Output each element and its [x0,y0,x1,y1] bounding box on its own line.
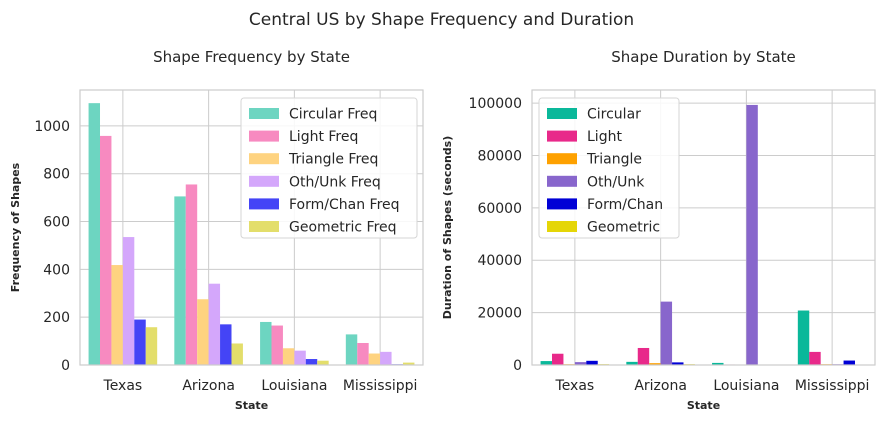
panel-1-bar-mississippi-2 [368,353,381,365]
panel-1-ytick-label: 0 [61,358,70,374]
panel-2-bar-texas-1 [552,353,564,365]
panel-2-bar-arizona-0 [626,361,638,365]
panel-2-legend-swatch [547,153,577,165]
panel-1-ytick-label: 200 [43,310,70,326]
panel-1-xtick-label: Arizona [182,378,235,394]
panel-1-legend-label: Geometric Freq [289,220,397,236]
panel-2-xtick-label: Mississippi [795,378,870,394]
panel-2-bar-arizona-3 [660,301,673,365]
panel-1-bar-arizona-4 [220,324,232,365]
panel-1-legend-box [240,97,418,239]
panel-1-bar-arizona-5 [231,343,243,365]
panel-2-legend-swatch [547,130,577,142]
panel-2-bar-mississippi-0 [797,310,810,365]
panel-1-bar-louisiana-3 [294,350,306,365]
panel-1-legend-label: Form/Chan Freq [289,197,400,213]
panel-1-legend-label: Circular Freq [289,107,377,123]
panel-1-legend-swatch [249,153,279,165]
panel-1-bar-louisiana-4 [305,359,318,365]
panel-1-ytick-label: 1000 [34,119,70,135]
panel-2-bar-arizona-1 [637,347,650,365]
panel-1-bar-arizona-1 [185,184,198,365]
panel-2-bar-texas-0 [540,361,553,365]
panel-1-bar-texas-3 [122,237,135,365]
panel-2-bar-louisiana-0 [712,362,724,365]
panel-1-bar-texas-1 [100,135,112,365]
panel-1-legend-swatch [249,108,279,119]
panel-1-bar-louisiana-1 [271,325,283,365]
panel-1-legend-swatch [249,130,279,142]
panel-2-legend-label: Oth/Unk [587,174,645,190]
panel-1-bar-texas-2 [111,265,123,365]
panel-2-legend-label: Circular [587,107,641,123]
panel-1-bar-arizona-3 [208,283,221,365]
panel-1-bar-mississippi-0 [345,334,358,365]
panel-2-ylabel: Duration of Shapes (seconds) [441,136,454,320]
panel-1-legend-label: Oth/Unk Freq [289,174,381,190]
panel-2-bar-texas-4 [586,360,598,365]
panel-1-xtick-label: Louisiana [261,378,327,394]
panel-2-legend-swatch [547,221,577,232]
panel-1-xtick-label: Mississippi [343,378,418,394]
panel-1-ytick-label: 800 [43,167,70,183]
panel-2-legend-label: Triangle [586,152,642,168]
panel-2-title: Shape Duration by State [611,48,796,66]
panel-1-xlabel: State [235,399,268,412]
panel-2-ytick-label: 40000 [477,253,522,269]
figure-title: Central US by Shape Frequency and Durati… [249,10,634,30]
panel-1-bar-louisiana-0 [260,321,272,365]
panel-1-bar-texas-4 [134,319,146,365]
panel-2-ytick-label: 20000 [477,306,522,322]
panel-1-legend-swatch [249,198,279,210]
panel-1-ytick-label: 600 [43,215,70,231]
panel-1-xtick-label: Texas [103,378,143,394]
panel-2-bar-louisiana-3 [746,104,758,365]
panel-1-bar-mississippi-5 [402,362,415,365]
panel-2-xlabel: State [687,399,720,412]
panel-2-ytick-label: 0 [513,358,522,374]
panel-1-bar-arizona-2 [197,299,209,365]
panel-1-bar-louisiana-2 [282,348,295,365]
panel-1-bar-louisiana-5 [317,360,329,365]
panel-1-ylabel: Frequency of Shapes [9,162,22,292]
panel-2-bar-arizona-2 [649,363,661,365]
panel-2-legend-swatch [547,108,577,119]
panel-2-xtick-label: Texas [555,378,595,394]
panel-2-ytick-label: 60000 [477,201,522,217]
panel-2-ytick-label: 80000 [477,148,522,164]
panel-2-xtick-label: Arizona [634,378,687,394]
panel-2-bar-arizona-4 [672,362,684,365]
panel-2-bar-texas-3 [574,362,587,365]
panel-2-legend-label: Light [587,129,622,145]
panel-2-frame [531,89,876,366]
panel-1-bar-mississippi-1 [357,343,369,365]
panel-1-ytick-label: 400 [43,262,70,278]
panel-2-xtick-label: Louisiana [713,378,779,394]
panel-1-bar-texas-0 [88,103,101,366]
panel-1-bar-texas-5 [145,327,158,365]
panel-2-bar-mississippi-4 [843,360,855,365]
panel-1-bar-mississippi-3 [380,351,392,365]
panel-2-legend-label: Geometric [587,220,660,236]
panel-1-legend-swatch [249,221,279,232]
panel-1-frame [79,89,424,366]
panel-2-legend-swatch [547,198,577,210]
panel-1-bar-arizona-0 [174,196,186,365]
panel-1-legend-swatch [249,175,279,187]
panel-2-legend-label: Form/Chan [587,197,663,213]
panel-2-legend-swatch [547,175,577,187]
panel-2-bar-mississippi-1 [809,351,821,365]
panel-1-title: Shape Frequency by State [153,48,350,66]
panel-1-legend-label: Triangle Freq [288,152,378,168]
panel-1-legend-label: Light Freq [289,129,358,145]
panel-2-ytick-label: 100000 [469,96,522,112]
